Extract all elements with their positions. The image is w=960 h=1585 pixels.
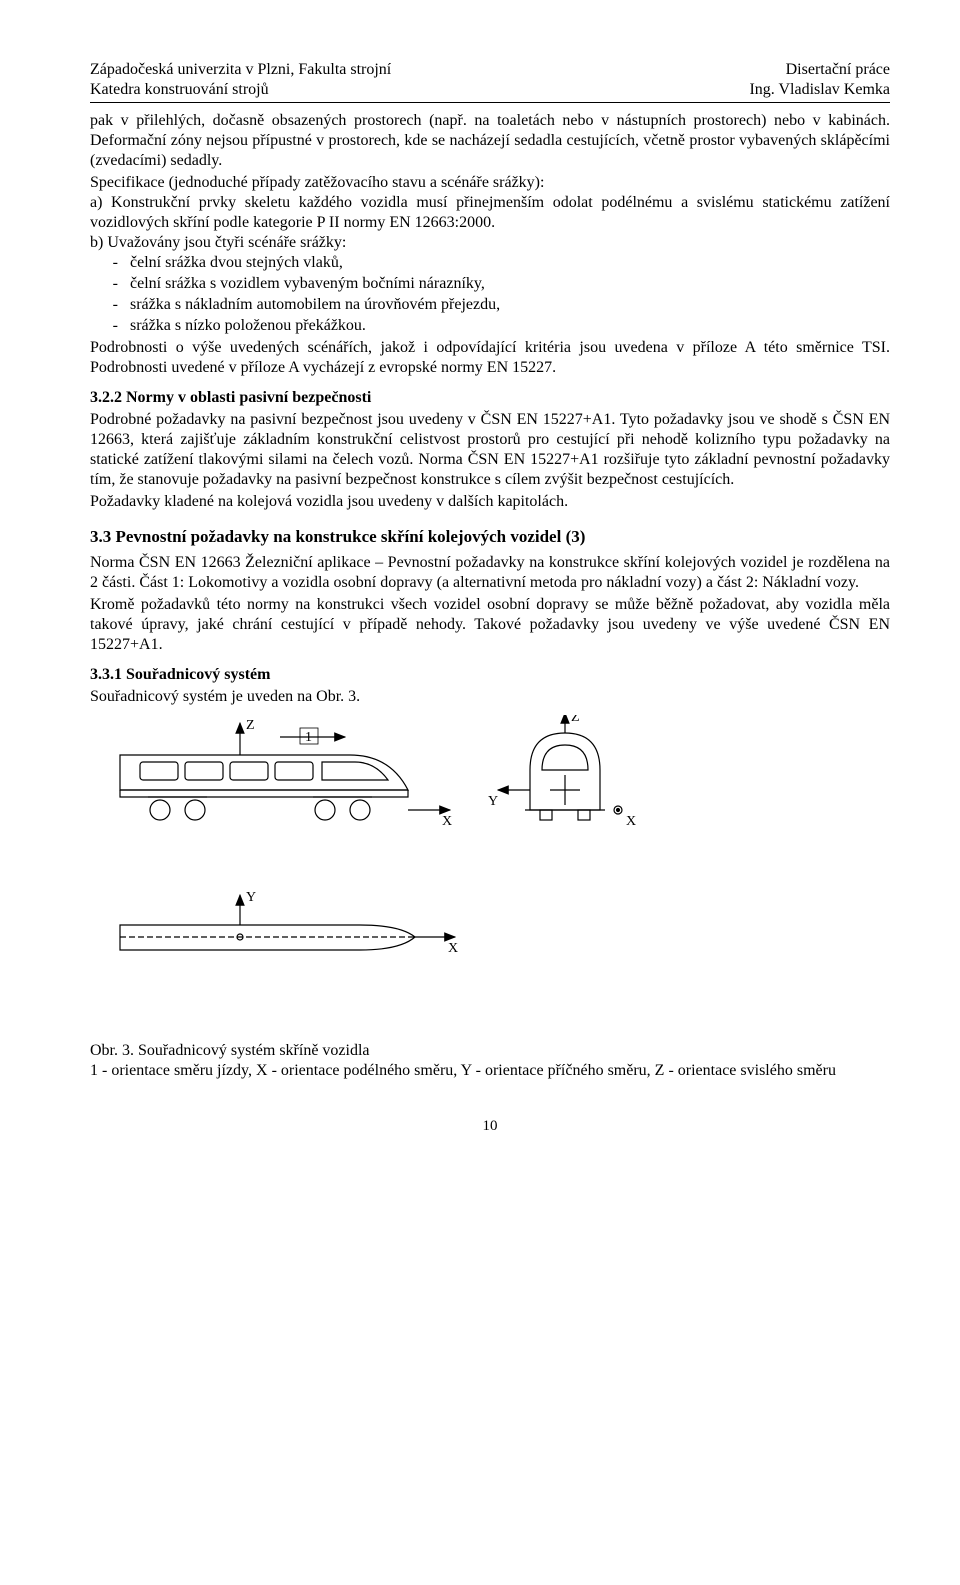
figure-coord-system: Z 1 X Z Y X [90, 715, 890, 1035]
svg-text:Y: Y [246, 890, 256, 905]
para-requirements: Požadavky kladené na kolejová vozidla js… [90, 492, 890, 512]
svg-text:1: 1 [305, 730, 312, 745]
heading-3-3-1: 3.3.1 Souřadnicový systém [90, 665, 890, 685]
para-passive-safety: Podrobné požadavky na pasivní bezpečnost… [90, 410, 890, 490]
list-item: srážka s nízko položenou překážkou. [130, 316, 890, 336]
para-spec-a: a) Konstrukční prvky skeletu každého voz… [90, 193, 890, 233]
svg-text:Y: Y [488, 794, 498, 809]
svg-text:X: X [448, 941, 458, 956]
scenario-list: čelní srážka dvou stejných vlaků, čelní … [90, 253, 890, 336]
para-appendix: Podrobnosti o výše uvedených scénářích, … [90, 338, 890, 378]
svg-text:X: X [626, 814, 636, 829]
svg-text:Z: Z [571, 715, 580, 725]
figure-legend: 1 - orientace směru jízdy, X - orientace… [90, 1061, 890, 1081]
svg-text:Z: Z [246, 718, 255, 733]
header-author: Ing. Vladislav Kemka [749, 80, 890, 100]
para-coord-ref: Souřadnicový systém je uveden na Obr. 3. [90, 687, 890, 707]
header-dept: Katedra konstruování strojů [90, 80, 269, 100]
coord-system-svg: Z 1 X Z Y X [90, 715, 650, 1035]
para-additional-req: Kromě požadavků této normy na konstrukci… [90, 595, 890, 655]
list-item: čelní srážka dvou stejných vlaků, [130, 253, 890, 273]
page-subheader: Katedra konstruování strojů Ing. Vladisl… [90, 80, 890, 103]
header-doctype: Disertační práce [786, 60, 890, 80]
page-header: Západočeská univerzita v Plzni, Fakulta … [90, 60, 890, 80]
heading-3-2-2: 3.2.2 Normy v oblasti pasivní bezpečnost… [90, 388, 890, 408]
figure-caption: Obr. 3. Souřadnicový systém skříně vozid… [90, 1041, 890, 1061]
para-spec-intro: Specifikace (jednoduché případy zatěžova… [90, 173, 890, 193]
svg-text:X: X [442, 814, 452, 829]
list-item: srážka s nákladním automobilem na úrovňo… [130, 295, 890, 315]
para-deformzones: pak v přilehlých, dočasně obsazených pro… [90, 111, 890, 171]
page-number: 10 [90, 1117, 890, 1136]
para-norm-12663: Norma ČSN EN 12663 Železniční aplikace –… [90, 553, 890, 593]
header-uni: Západočeská univerzita v Plzni, Fakulta … [90, 60, 391, 80]
heading-3-3: 3.3 Pevnostní požadavky na konstrukce sk… [90, 526, 890, 547]
list-item: čelní srážka s vozidlem vybaveným bočním… [130, 274, 890, 294]
para-spec-b: b) Uvažovány jsou čtyři scénáře srážky: [90, 233, 890, 253]
